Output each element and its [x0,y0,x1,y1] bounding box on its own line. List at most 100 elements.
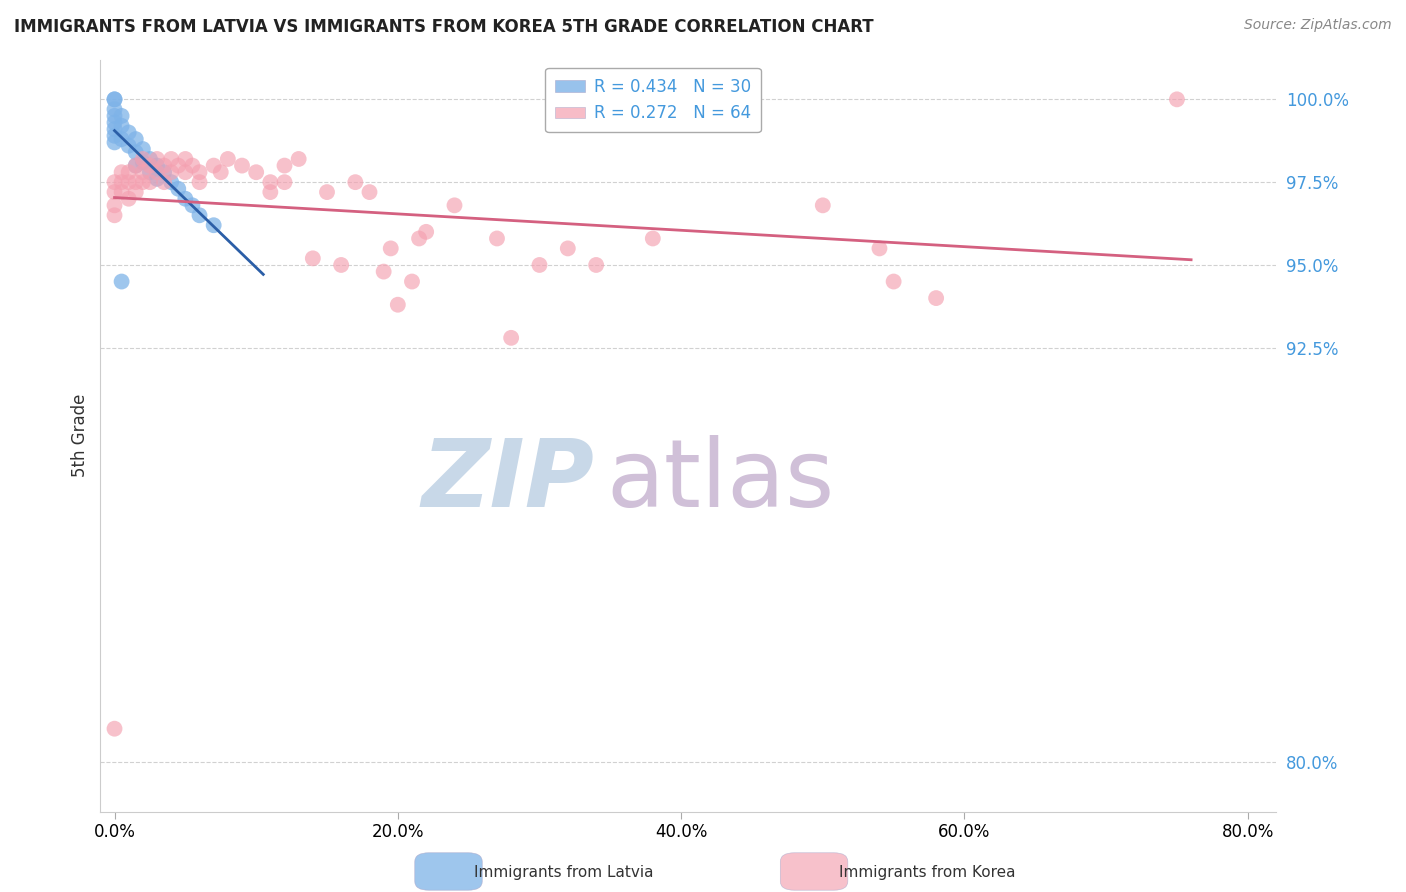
Point [415,225,437,239]
Point [344,175,367,189]
Point [287,152,309,166]
Point [103,109,125,123]
Point [125,185,148,199]
Point [811,198,834,212]
Point [118,138,141,153]
Point [146,159,169,173]
Point [132,165,155,179]
Point [202,218,225,232]
Point [125,175,148,189]
Point [273,175,295,189]
Point [103,185,125,199]
Point [103,92,125,106]
Point [167,159,190,173]
Point [380,241,402,255]
Point [501,331,523,345]
Point [103,128,125,143]
Point [273,159,295,173]
Point [139,165,162,179]
Point [146,165,169,179]
Point [217,152,239,166]
Point [259,175,281,189]
Point [443,198,465,212]
Point [110,185,132,199]
Point [110,119,132,133]
Point [103,722,125,736]
Point [387,298,409,312]
Point [316,185,339,199]
Point [1166,92,1188,106]
Point [132,152,155,166]
Point [139,152,162,166]
Point [118,165,141,179]
Point [529,258,551,272]
Point [139,159,162,173]
Point [139,175,162,189]
Point [146,152,169,166]
Point [359,185,381,199]
Point [103,122,125,136]
Point [330,258,353,272]
Point [110,175,132,189]
Point [125,159,148,173]
Point [132,155,155,169]
Point [202,159,225,173]
Point [125,145,148,160]
Point [585,258,607,272]
Point [188,175,211,189]
Y-axis label: 5th Grade: 5th Grade [72,394,89,477]
Point [103,103,125,117]
Point [408,231,430,245]
Point [103,92,125,106]
Point [373,264,395,278]
Point [181,198,204,212]
Text: IMMIGRANTS FROM LATVIA VS IMMIGRANTS FROM KOREA 5TH GRADE CORRELATION CHART: IMMIGRANTS FROM LATVIA VS IMMIGRANTS FRO… [14,18,873,36]
Point [153,165,176,179]
Point [125,132,148,146]
Point [401,275,423,289]
Point [125,159,148,173]
Point [146,172,169,186]
Point [188,208,211,222]
Point [925,291,948,305]
Point [153,159,176,173]
Point [557,241,579,255]
Point [118,126,141,140]
Point [153,175,176,189]
Point [641,231,664,245]
Point [118,175,141,189]
Point [160,152,183,166]
Point [103,115,125,129]
Point [259,185,281,199]
Point [231,159,253,173]
Point [883,275,905,289]
Point [181,159,204,173]
Text: atlas: atlas [606,434,834,526]
Text: Immigrants from Latvia: Immigrants from Latvia [474,865,654,880]
Point [174,165,197,179]
Point [160,165,183,179]
Point [103,175,125,189]
Text: Source: ZipAtlas.com: Source: ZipAtlas.com [1244,18,1392,32]
Point [485,231,508,245]
Point [209,165,232,179]
Text: Immigrants from Korea: Immigrants from Korea [839,865,1017,880]
Text: ZIP: ZIP [422,434,595,526]
Point [132,175,155,189]
Point [245,165,267,179]
Point [302,252,325,266]
Point [103,136,125,150]
Point [132,142,155,156]
Point [167,182,190,196]
Point [188,165,211,179]
Point [174,192,197,206]
Point [118,192,141,206]
Point [869,241,891,255]
Point [103,208,125,222]
Legend: R = 0.434   N = 30, R = 0.272   N = 64: R = 0.434 N = 30, R = 0.272 N = 64 [546,68,761,132]
Point [110,132,132,146]
Point [103,198,125,212]
Point [110,165,132,179]
Point [110,275,132,289]
Point [110,109,132,123]
